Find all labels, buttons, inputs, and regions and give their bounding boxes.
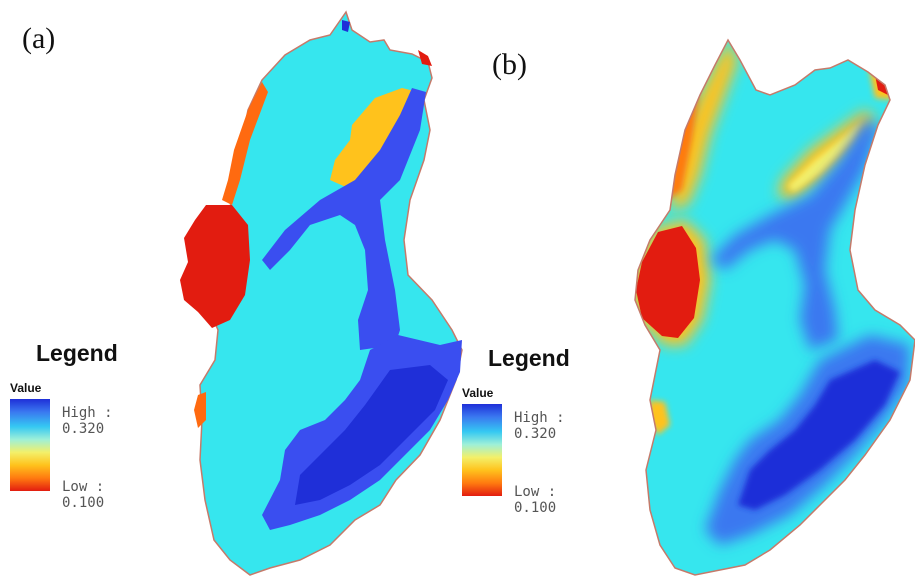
region-orange-edge [222,82,268,205]
region-blue-top [342,20,350,32]
watershed-map-b [634,38,915,576]
legend-title: Legend [36,340,118,366]
region-low-value [180,205,250,328]
legend-high-label: High : 0.320 [62,405,113,437]
panel-label-a: (a) [22,22,56,55]
region-high-channel [262,88,426,350]
legend-field-label: Value [462,386,494,400]
legend-b: Legend Value High : 0.320 Low : 0.100 [462,345,570,516]
legend-low-label: Low : 0.100 [514,484,557,516]
region-orange-edge-lower [194,392,206,428]
legend-a: Legend Value High : 0.320 Low : 0.100 [10,340,118,511]
region-highest-lower [295,365,448,505]
map-panel-a: (a) Legend Value High : 0.320 Low : 0.10… [10,10,463,576]
color-ramp [462,404,502,496]
watershed-map-a [180,10,463,576]
legend-high-label: High : 0.320 [514,410,565,442]
legend-low-label: Low : 0.100 [62,479,105,511]
legend-title: Legend [488,345,570,371]
legend-ramp-row: High : 0.320 Low : 0.100 [10,399,118,511]
legend-ramp-row: High : 0.320 Low : 0.100 [462,404,570,516]
watershed-outline [634,38,915,576]
color-ramp [10,399,50,491]
region-yellow-band [330,88,418,188]
region-red-top [418,50,432,66]
legend-field-label: Value [10,381,42,395]
panel-label-b: (b) [492,48,527,81]
map-panel-b: (b) Legend Value High : 0.320 Low : 0.10… [462,0,915,582]
